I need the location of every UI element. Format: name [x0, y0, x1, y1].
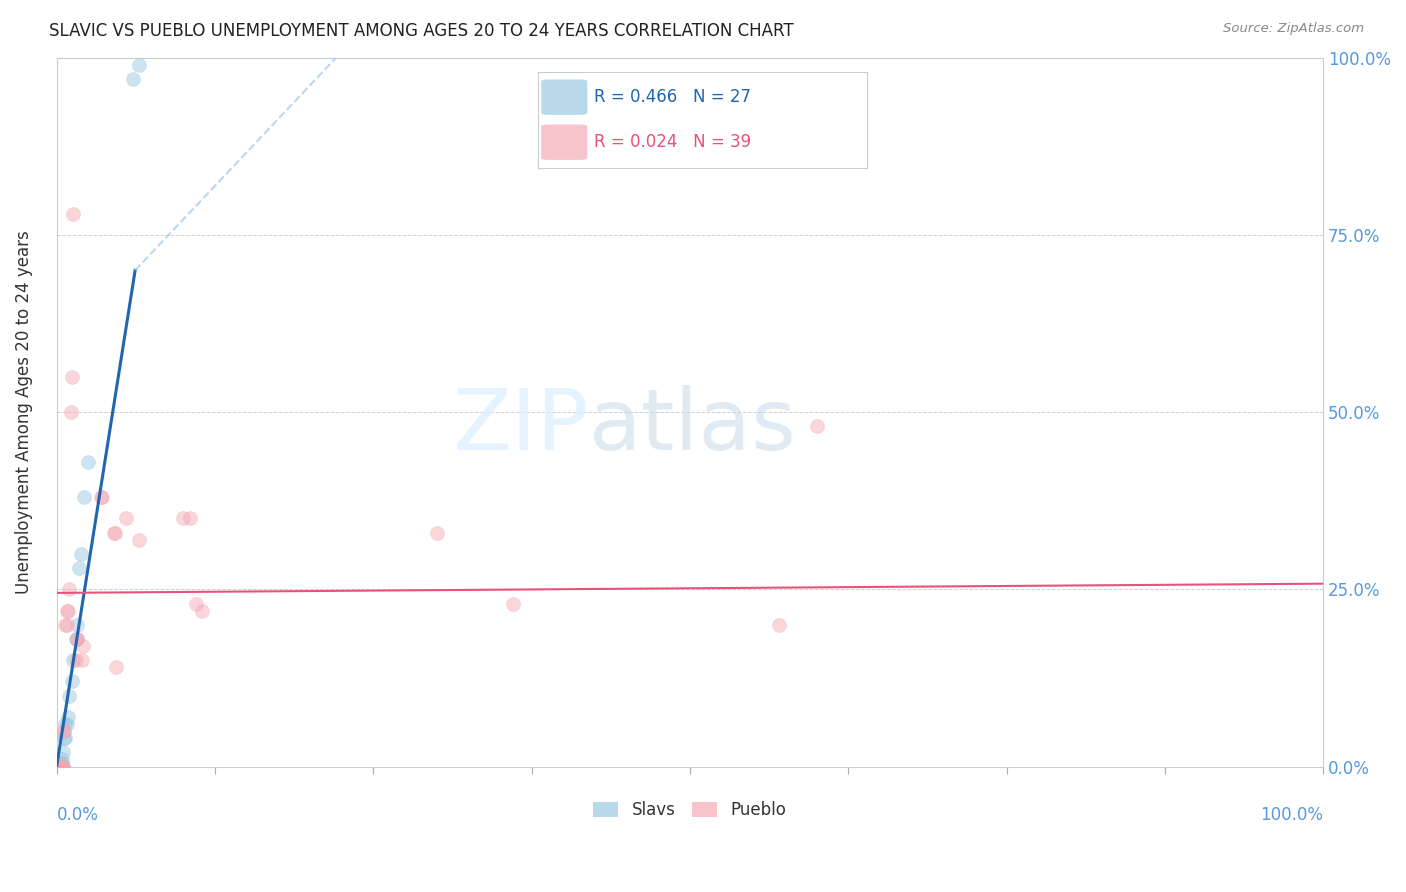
Point: [49, 759, 72, 773]
Point: [49, 759, 72, 773]
Point: [56, 710, 79, 724]
Text: 100.0%: 100.0%: [1260, 805, 1323, 823]
Point: [66, 617, 89, 632]
Point: [58, 582, 80, 597]
Point: [48, 759, 70, 773]
Point: [49, 759, 72, 773]
Point: [60, 369, 83, 384]
Point: [49, 759, 72, 773]
Point: [73, 490, 96, 504]
Text: Source: ZipAtlas.com: Source: ZipAtlas.com: [1223, 22, 1364, 36]
Point: [53, 724, 76, 739]
Point: [72, 639, 94, 653]
Point: [48, 759, 70, 773]
Point: [48, 759, 70, 773]
Point: [58, 689, 80, 703]
Point: [66, 632, 89, 646]
Point: [59, 405, 82, 419]
Text: ZIP: ZIP: [453, 384, 589, 467]
Text: 0.0%: 0.0%: [56, 805, 98, 823]
Point: [52, 759, 75, 773]
Point: [179, 511, 201, 525]
Point: [49, 756, 72, 770]
Point: [55, 717, 77, 731]
Point: [53, 724, 76, 739]
Point: [46, 759, 69, 773]
Point: [55, 604, 77, 618]
Point: [46, 759, 69, 773]
Point: [51, 756, 73, 770]
Point: [91, 490, 114, 504]
Point: [768, 617, 790, 632]
Point: [56, 604, 79, 618]
Point: [51, 759, 73, 773]
Text: atlas: atlas: [589, 384, 797, 467]
Y-axis label: Unemployment Among Ages 20 to 24 years: Unemployment Among Ages 20 to 24 years: [15, 230, 32, 594]
Point: [121, 72, 143, 87]
Point: [69, 547, 91, 561]
Point: [103, 525, 125, 540]
Point: [70, 653, 93, 667]
Point: [53, 731, 76, 746]
Point: [105, 660, 128, 674]
Point: [52, 745, 75, 759]
Point: [67, 561, 90, 575]
Point: [49, 759, 72, 773]
Point: [806, 419, 828, 434]
Point: [55, 731, 77, 746]
Point: [77, 455, 100, 469]
Point: [65, 653, 87, 667]
Point: [65, 632, 87, 646]
Point: [49, 759, 72, 773]
Point: [55, 617, 77, 632]
Point: [60, 674, 83, 689]
Point: [52, 759, 75, 773]
Point: [62, 207, 84, 221]
Text: SLAVIC VS PUEBLO UNEMPLOYMENT AMONG AGES 20 TO 24 YEARS CORRELATION CHART: SLAVIC VS PUEBLO UNEMPLOYMENT AMONG AGES…: [49, 22, 794, 40]
Point: [55, 717, 77, 731]
Point: [191, 604, 214, 618]
Point: [51, 752, 73, 766]
Point: [66, 632, 89, 646]
Point: [48, 759, 70, 773]
Legend: Slavs, Pueblo: Slavs, Pueblo: [586, 794, 793, 826]
Point: [172, 511, 194, 525]
Point: [128, 58, 150, 72]
Point: [62, 653, 84, 667]
Point: [52, 759, 75, 773]
Point: [128, 533, 150, 547]
Point: [55, 617, 77, 632]
Point: [115, 511, 138, 525]
Point: [184, 597, 207, 611]
Point: [502, 597, 524, 611]
Point: [426, 525, 449, 540]
Point: [104, 525, 127, 540]
Point: [90, 490, 112, 504]
